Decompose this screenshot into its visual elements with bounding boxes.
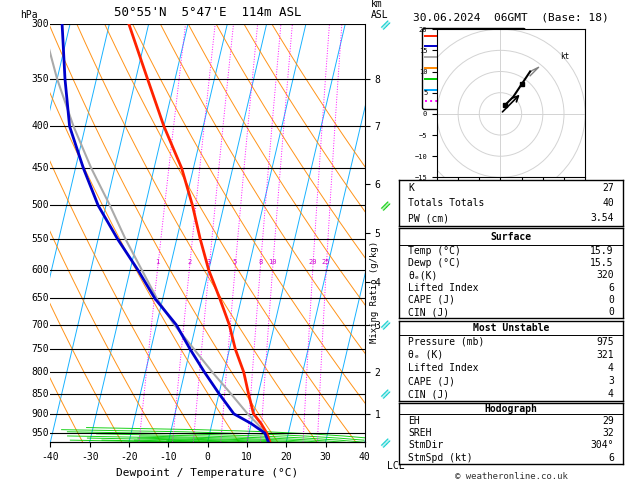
Text: 400: 400 [31,122,49,131]
Text: CIN (J): CIN (J) [408,307,450,317]
Title: 50°55'N  5°47'E  114m ASL: 50°55'N 5°47'E 114m ASL [114,6,301,19]
Text: 5: 5 [233,259,237,265]
Text: 600: 600 [31,265,49,275]
Text: 29: 29 [602,416,614,426]
Text: SREH: SREH [408,428,432,438]
Text: 4: 4 [608,389,614,399]
Text: 650: 650 [31,294,49,303]
Text: 2: 2 [187,259,191,265]
Text: PW (cm): PW (cm) [408,213,450,223]
X-axis label: Dewpoint / Temperature (°C): Dewpoint / Temperature (°C) [116,468,299,478]
Text: 950: 950 [31,428,49,438]
Text: Dewp (°C): Dewp (°C) [408,258,461,268]
Text: 320: 320 [596,270,614,280]
Text: 850: 850 [31,389,49,399]
Text: 6: 6 [608,453,614,463]
Text: K: K [408,183,415,192]
Text: EH: EH [408,416,420,426]
Text: 800: 800 [31,367,49,377]
Text: 25: 25 [322,259,330,265]
Text: CAPE (J): CAPE (J) [408,295,455,305]
Legend: Temperature, Dewpoint, Parcel Trajectory, Dry Adiabat, Wet Adiabat, Isotherm, Mi: Temperature, Dewpoint, Parcel Trajectory… [422,28,525,109]
Text: 750: 750 [31,344,49,354]
Text: hPa: hPa [20,10,38,20]
Text: 8: 8 [258,259,262,265]
Text: 900: 900 [31,409,49,419]
Text: 20: 20 [308,259,317,265]
Text: ≡≡: ≡≡ [379,198,394,213]
Text: 500: 500 [31,200,49,210]
Text: CAPE (J): CAPE (J) [408,376,455,386]
Text: θₑ(K): θₑ(K) [408,270,438,280]
Text: 6: 6 [608,283,614,293]
Text: 3.54: 3.54 [590,213,614,223]
Text: 300: 300 [31,19,49,29]
Text: 15.5: 15.5 [590,258,614,268]
Text: 10: 10 [269,259,277,265]
Text: kt: kt [560,52,569,61]
Text: LCL: LCL [387,461,405,471]
Text: 1: 1 [155,259,160,265]
Text: 4: 4 [608,363,614,373]
Text: Mixing Ratio (g/kg): Mixing Ratio (g/kg) [370,241,379,343]
Text: 27: 27 [602,183,614,192]
Text: Pressure (mb): Pressure (mb) [408,337,485,347]
Text: Totals Totals: Totals Totals [408,198,485,208]
Text: StmDir: StmDir [408,440,443,451]
Text: Temp (°C): Temp (°C) [408,246,461,256]
Text: ≡≡: ≡≡ [379,17,394,32]
Text: 32: 32 [602,428,614,438]
Text: km
ASL: km ASL [371,0,389,20]
Text: StmSpd (kt): StmSpd (kt) [408,453,473,463]
Text: θₑ (K): θₑ (K) [408,350,443,360]
Text: 3: 3 [207,259,211,265]
Text: Surface: Surface [491,231,532,242]
Text: 700: 700 [31,320,49,330]
Text: ≡≡: ≡≡ [379,434,394,450]
Text: 40: 40 [602,198,614,208]
Text: Lifted Index: Lifted Index [408,363,479,373]
Text: 321: 321 [596,350,614,360]
Text: 350: 350 [31,74,49,84]
Text: ≡≡: ≡≡ [379,386,394,401]
Text: Most Unstable: Most Unstable [473,323,549,333]
Text: 15.9: 15.9 [590,246,614,256]
Text: 550: 550 [31,234,49,244]
Text: 450: 450 [31,163,49,173]
Text: Hodograph: Hodograph [484,404,538,414]
Text: 0: 0 [608,295,614,305]
Text: 30.06.2024  06GMT  (Base: 18): 30.06.2024 06GMT (Base: 18) [413,12,609,22]
Text: ≡≡: ≡≡ [379,317,394,332]
Text: 0: 0 [608,307,614,317]
Text: 304°: 304° [590,440,614,451]
Text: 975: 975 [596,337,614,347]
Text: Lifted Index: Lifted Index [408,283,479,293]
Text: CIN (J): CIN (J) [408,389,450,399]
Text: 3: 3 [608,376,614,386]
Text: © weatheronline.co.uk: © weatheronline.co.uk [455,472,567,481]
